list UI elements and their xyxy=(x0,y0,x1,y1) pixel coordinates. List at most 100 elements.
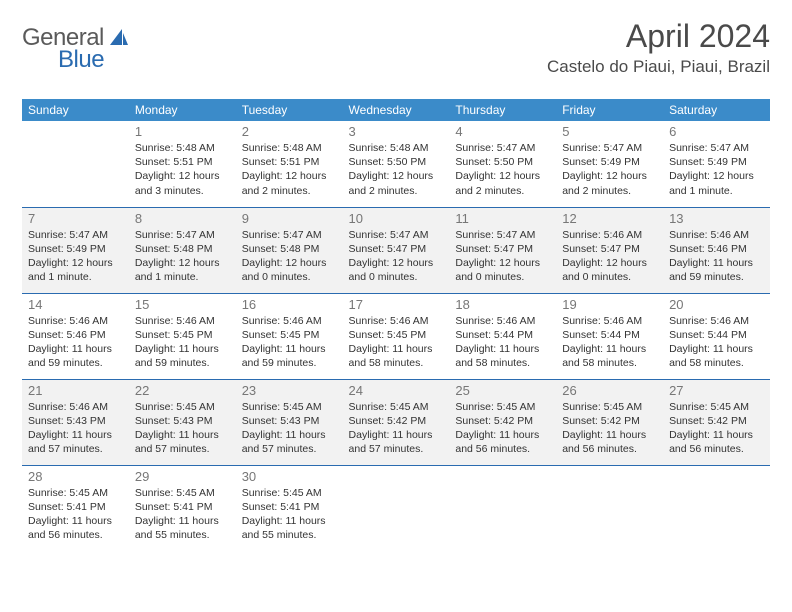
day-sun-info: Sunrise: 5:46 AMSunset: 5:45 PMDaylight:… xyxy=(349,314,444,371)
calendar-day-cell: 12Sunrise: 5:46 AMSunset: 5:47 PMDayligh… xyxy=(556,207,663,293)
daylight-text-2: and 58 minutes. xyxy=(669,356,764,370)
daylight-text-1: Daylight: 12 hours xyxy=(28,256,123,270)
calendar-day-cell: 16Sunrise: 5:46 AMSunset: 5:45 PMDayligh… xyxy=(236,293,343,379)
weekday-header: Sunday xyxy=(22,99,129,121)
sunset-text: Sunset: 5:50 PM xyxy=(349,155,444,169)
sunset-text: Sunset: 5:49 PM xyxy=(562,155,657,169)
sunrise-text: Sunrise: 5:46 AM xyxy=(28,400,123,414)
day-sun-info: Sunrise: 5:45 AMSunset: 5:43 PMDaylight:… xyxy=(135,400,230,457)
daylight-text-1: Daylight: 12 hours xyxy=(242,256,337,270)
calendar-day-cell: 2Sunrise: 5:48 AMSunset: 5:51 PMDaylight… xyxy=(236,121,343,207)
calendar-day-cell: 29Sunrise: 5:45 AMSunset: 5:41 PMDayligh… xyxy=(129,465,236,551)
day-number: 4 xyxy=(455,124,550,139)
sunset-text: Sunset: 5:42 PM xyxy=(562,414,657,428)
sunrise-text: Sunrise: 5:46 AM xyxy=(135,314,230,328)
day-sun-info: Sunrise: 5:45 AMSunset: 5:42 PMDaylight:… xyxy=(669,400,764,457)
sunset-text: Sunset: 5:41 PM xyxy=(28,500,123,514)
sunset-text: Sunset: 5:42 PM xyxy=(349,414,444,428)
calendar-day-cell: 10Sunrise: 5:47 AMSunset: 5:47 PMDayligh… xyxy=(343,207,450,293)
title-block: April 2024 Castelo do Piaui, Piaui, Braz… xyxy=(547,18,770,77)
daylight-text-2: and 2 minutes. xyxy=(242,184,337,198)
daylight-text-2: and 55 minutes. xyxy=(135,528,230,542)
daylight-text-1: Daylight: 11 hours xyxy=(28,342,123,356)
day-sun-info: Sunrise: 5:45 AMSunset: 5:41 PMDaylight:… xyxy=(28,486,123,543)
sunset-text: Sunset: 5:42 PM xyxy=(455,414,550,428)
weekday-header: Tuesday xyxy=(236,99,343,121)
daylight-text-1: Daylight: 11 hours xyxy=(669,428,764,442)
day-number: 11 xyxy=(455,211,550,226)
daylight-text-2: and 56 minutes. xyxy=(28,528,123,542)
sunset-text: Sunset: 5:47 PM xyxy=(562,242,657,256)
sunset-text: Sunset: 5:43 PM xyxy=(135,414,230,428)
calendar-day-cell xyxy=(343,465,450,551)
sunrise-text: Sunrise: 5:46 AM xyxy=(669,228,764,242)
day-number: 18 xyxy=(455,297,550,312)
calendar-day-cell: 30 Sunrise: 5:45 AMSunset: 5:41 PMDayligh… xyxy=(236,465,343,551)
sunset-text: Sunset: 5:42 PM xyxy=(669,414,764,428)
daylight-text-2: and 55 minutes. xyxy=(242,528,337,542)
day-number: 14 xyxy=(28,297,123,312)
daylight-text-2: and 58 minutes. xyxy=(562,356,657,370)
day-number: 5 xyxy=(562,124,657,139)
calendar-week-row: 14Sunrise: 5:46 AMSunset: 5:46 PMDayligh… xyxy=(22,293,770,379)
day-number: 19 xyxy=(562,297,657,312)
day-number: 9 xyxy=(242,211,337,226)
day-sun-info: Sunrise: 5:47 AMSunset: 5:48 PMDaylight:… xyxy=(242,228,337,285)
daylight-text-1: Daylight: 12 hours xyxy=(242,169,337,183)
calendar-header-row: SundayMondayTuesdayWednesdayThursdayFrid… xyxy=(22,99,770,121)
day-number: 25 xyxy=(455,383,550,398)
day-sun-info: Sunrise: 5:47 AMSunset: 5:50 PMDaylight:… xyxy=(455,141,550,198)
daylight-text-2: and 56 minutes. xyxy=(455,442,550,456)
day-number: 26 xyxy=(562,383,657,398)
sunset-text: Sunset: 5:51 PM xyxy=(135,155,230,169)
calendar-day-cell: 1Sunrise: 5:48 AMSunset: 5:51 PMDaylight… xyxy=(129,121,236,207)
calendar-day-cell: 9 Sunrise: 5:47 AMSunset: 5:48 PMDaylight… xyxy=(236,207,343,293)
sunrise-text: Sunrise: 5:47 AM xyxy=(135,228,230,242)
calendar-day-cell: 6Sunrise: 5:47 AMSunset: 5:49 PMDaylight… xyxy=(663,121,770,207)
calendar-week-row: 21Sunrise: 5:46 AMSunset: 5:43 PMDayligh… xyxy=(22,379,770,465)
day-sun-info: Sunrise: 5:47 AMSunset: 5:48 PMDaylight:… xyxy=(135,228,230,285)
sunrise-text: Sunrise: 5:46 AM xyxy=(669,314,764,328)
day-number: 16 xyxy=(242,297,337,312)
calendar-day-cell: 27Sunrise: 5:45 AMSunset: 5:42 PMDayligh… xyxy=(663,379,770,465)
sunrise-text: Sunrise: 5:45 AM xyxy=(455,400,550,414)
sunset-text: Sunset: 5:46 PM xyxy=(669,242,764,256)
calendar-day-cell: 28Sunrise: 5:45 AMSunset: 5:41 PMDayligh… xyxy=(22,465,129,551)
sunrise-text: Sunrise: 5:45 AM xyxy=(669,400,764,414)
daylight-text-2: and 58 minutes. xyxy=(455,356,550,370)
sunrise-text: Sunrise: 5:48 AM xyxy=(349,141,444,155)
calendar-week-row: 7Sunrise: 5:47 AMSunset: 5:49 PMDaylight… xyxy=(22,207,770,293)
daylight-text-1: Daylight: 11 hours xyxy=(455,428,550,442)
sunrise-text: Sunrise: 5:48 AM xyxy=(135,141,230,155)
daylight-text-2: and 56 minutes. xyxy=(669,442,764,456)
day-sun-info: Sunrise: 5:47 AMSunset: 5:49 PMDaylight:… xyxy=(562,141,657,198)
sunset-text: Sunset: 5:48 PM xyxy=(135,242,230,256)
day-sun-info: Sunrise: 5:45 AMSunset: 5:43 PMDaylight:… xyxy=(242,400,337,457)
calendar-day-cell xyxy=(449,465,556,551)
day-sun-info: Sunrise: 5:45 AMSunset: 5:41 PMDaylight:… xyxy=(242,486,337,543)
sunrise-text: Sunrise: 5:46 AM xyxy=(562,228,657,242)
calendar-day-cell: 13Sunrise: 5:46 AMSunset: 5:46 PMDayligh… xyxy=(663,207,770,293)
day-sun-info: Sunrise: 5:47 AMSunset: 5:49 PMDaylight:… xyxy=(669,141,764,198)
sunset-text: Sunset: 5:41 PM xyxy=(242,500,337,514)
daylight-text-1: Daylight: 11 hours xyxy=(562,342,657,356)
sunset-text: Sunset: 5:43 PM xyxy=(242,414,337,428)
sunrise-text: Sunrise: 5:48 AM xyxy=(242,141,337,155)
daylight-text-1: Daylight: 11 hours xyxy=(135,342,230,356)
daylight-text-1: Daylight: 12 hours xyxy=(455,169,550,183)
daylight-text-1: Daylight: 11 hours xyxy=(242,342,337,356)
calendar-day-cell: 21Sunrise: 5:46 AMSunset: 5:43 PMDayligh… xyxy=(22,379,129,465)
calendar-day-cell: 23Sunrise: 5:45 AMSunset: 5:43 PMDayligh… xyxy=(236,379,343,465)
day-number: 17 xyxy=(349,297,444,312)
sunset-text: Sunset: 5:46 PM xyxy=(28,328,123,342)
sunrise-text: Sunrise: 5:45 AM xyxy=(135,486,230,500)
daylight-text-1: Daylight: 12 hours xyxy=(135,256,230,270)
day-number: 30 xyxy=(242,469,337,484)
sunrise-text: Sunrise: 5:47 AM xyxy=(28,228,123,242)
day-sun-info: Sunrise: 5:48 AMSunset: 5:50 PMDaylight:… xyxy=(349,141,444,198)
day-sun-info: Sunrise: 5:46 AMSunset: 5:46 PMDaylight:… xyxy=(28,314,123,371)
day-sun-info: Sunrise: 5:48 AMSunset: 5:51 PMDaylight:… xyxy=(242,141,337,198)
calendar-day-cell: 15Sunrise: 5:46 AMSunset: 5:45 PMDayligh… xyxy=(129,293,236,379)
sunset-text: Sunset: 5:49 PM xyxy=(28,242,123,256)
sunrise-text: Sunrise: 5:47 AM xyxy=(562,141,657,155)
